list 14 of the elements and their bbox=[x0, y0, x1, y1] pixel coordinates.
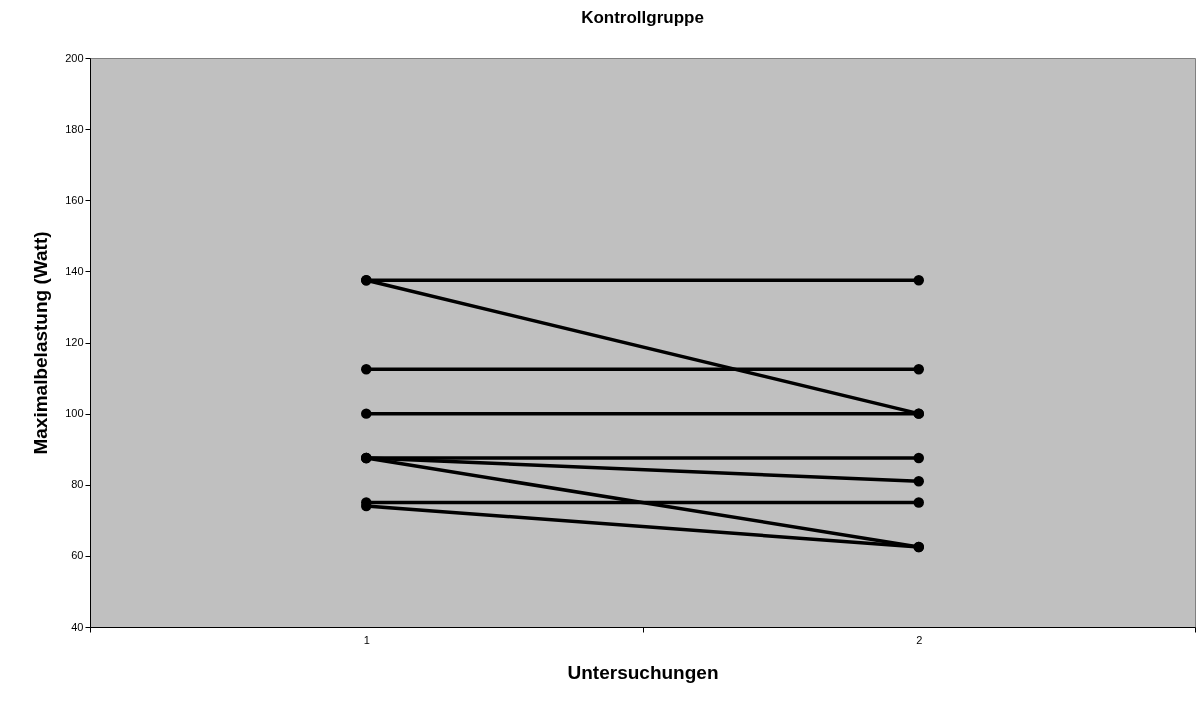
x-tick-label: 2 bbox=[916, 633, 923, 646]
y-tick-label: 120 bbox=[65, 336, 84, 348]
chart-title: Kontrollgruppe bbox=[581, 8, 704, 27]
x-tick-label: 1 bbox=[363, 633, 370, 646]
y-axis-title: Maximalbelastung (Watt) bbox=[30, 231, 52, 455]
y-tick-label: 60 bbox=[71, 549, 84, 562]
y-tick-label: 160 bbox=[65, 193, 84, 206]
y-tick-label: 180 bbox=[65, 122, 84, 135]
y-tick-label: 100 bbox=[65, 407, 84, 420]
y-tick-label: 40 bbox=[71, 620, 84, 633]
y-tick-label: 200 bbox=[65, 51, 84, 64]
y-tick-label: 140 bbox=[65, 264, 84, 277]
x-axis-title: Untersuchungen bbox=[567, 661, 719, 683]
y-tick-label: 80 bbox=[71, 478, 84, 491]
